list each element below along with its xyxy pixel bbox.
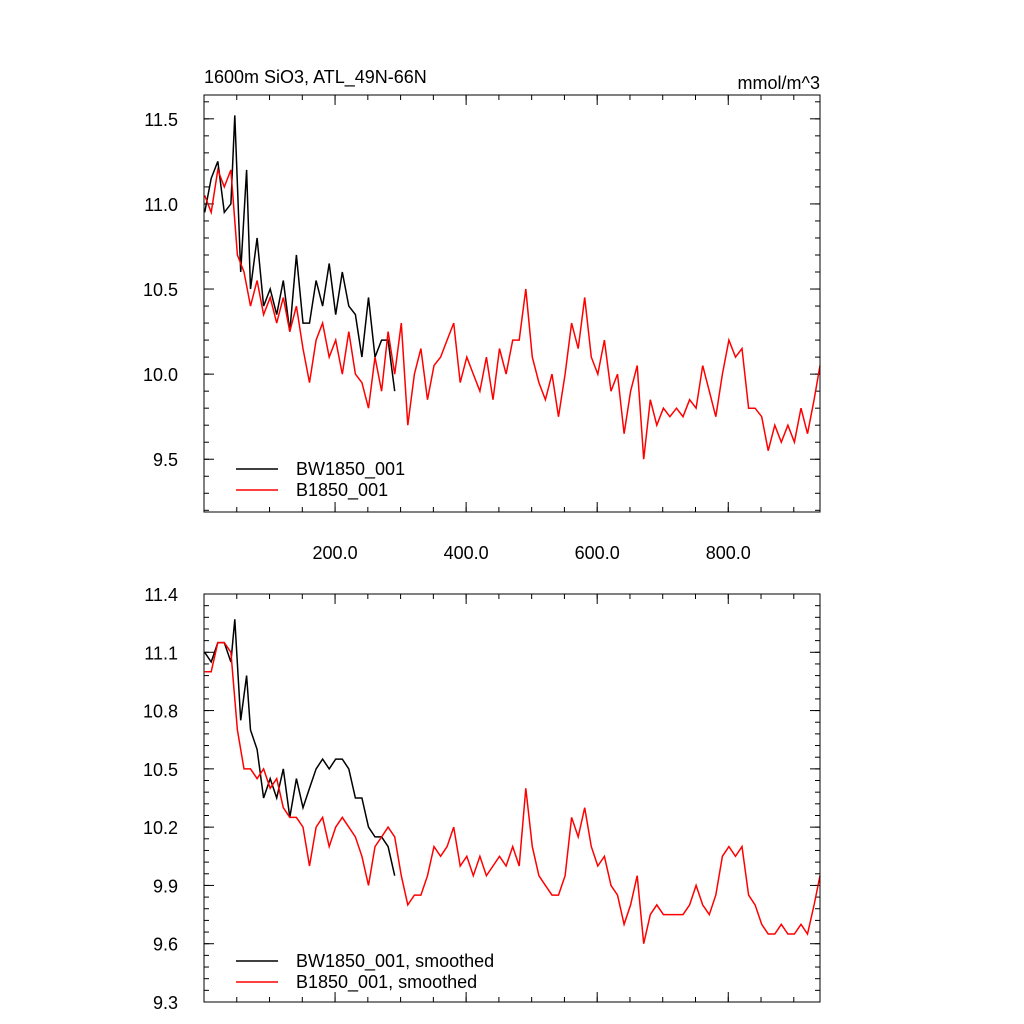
y-tick-label: 10.5: [143, 760, 178, 780]
data-line: [203, 166, 821, 460]
x-tick-label: 200.0: [313, 543, 358, 563]
legend-label: B1850_001: [296, 480, 388, 501]
y-tick-label: 11.5: [144, 110, 178, 130]
x-tick-label: 400.0: [444, 543, 489, 563]
y-tick-label: 11.4: [144, 585, 178, 605]
y-tick-label: 9.9: [153, 876, 178, 896]
plot-frame: [203, 593, 821, 1003]
legend-label: B1850_001, smoothed: [296, 972, 477, 993]
y-tick-label: 10.2: [143, 818, 178, 838]
y-tick-label: 9.6: [153, 935, 178, 955]
data-line: [203, 115, 396, 392]
y-tick-label: 11.0: [144, 195, 178, 215]
legend-label: BW1850_001, smoothed: [296, 951, 494, 972]
chart-title: 1600m SiO3, ATL_49N-66N: [204, 67, 427, 88]
y-tick-label: 10.8: [143, 702, 178, 722]
y-tick-label: 11.1: [144, 643, 178, 663]
plot-frame: [203, 94, 821, 513]
y-tick-label: 10.5: [143, 280, 178, 300]
x-tick-label: 600.0: [575, 543, 620, 563]
data-line: [204, 619, 396, 876]
units-label: mmol/m^3: [738, 73, 820, 93]
y-tick-label: 9.3: [153, 993, 178, 1013]
data-line: [204, 641, 821, 944]
x-tick-label: 800.0: [706, 543, 751, 563]
legend-label: BW1850_001: [296, 459, 405, 480]
y-tick-label: 9.5: [153, 450, 178, 470]
y-tick-label: 10.0: [143, 365, 178, 385]
